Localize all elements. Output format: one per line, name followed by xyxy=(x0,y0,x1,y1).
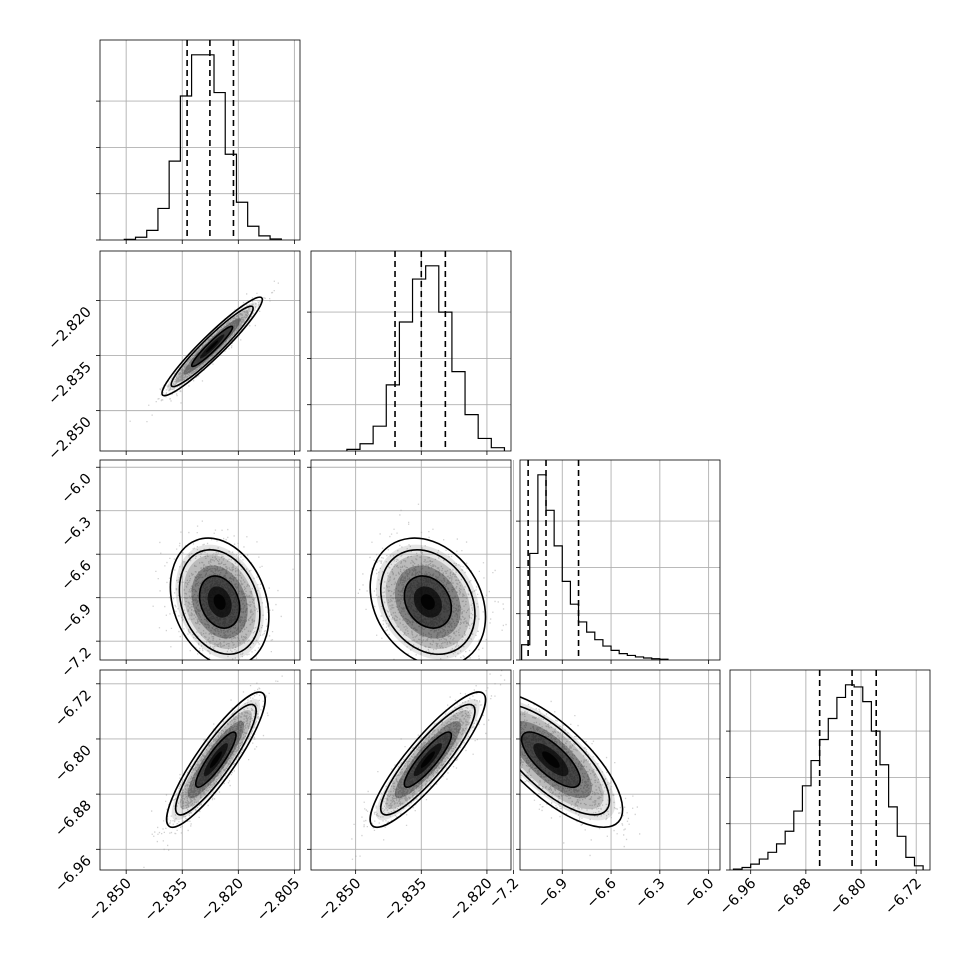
ytick-label-3-3: −6.96 xyxy=(52,853,95,896)
contour-3-0 xyxy=(403,575,453,629)
hist-panel-2 xyxy=(513,459,721,664)
contour-0-0 xyxy=(190,325,234,368)
hist-step-1 xyxy=(346,265,506,451)
contour-2-0 xyxy=(195,731,237,789)
hist-panel-0 xyxy=(96,39,301,244)
scatter-samples-2 xyxy=(143,675,283,868)
ytick-label-2-4: −7.2 xyxy=(59,645,95,681)
xtick-label-1-1: −2.835 xyxy=(381,876,430,925)
density-level-1-5 xyxy=(213,594,226,610)
ytick-label-3-2: −6.88 xyxy=(52,798,95,841)
ytick-label-3-0: −6.72 xyxy=(52,687,95,730)
pair-content-0 xyxy=(129,280,279,423)
hist-frame-0 xyxy=(99,39,301,241)
contour-outer-3 xyxy=(369,537,487,660)
pair-content-3 xyxy=(357,503,507,660)
xtick-label-3-3: −6.72 xyxy=(882,876,925,919)
ytick-label-1-0: −2.850 xyxy=(46,414,95,463)
ytick-label-2-0: −6.0 xyxy=(59,471,95,507)
contour-1-1 xyxy=(178,549,261,656)
contour-outer-4 xyxy=(369,691,487,829)
xtick-label-2-0: −7.2 xyxy=(486,876,522,912)
hist-step-0 xyxy=(123,54,282,240)
ytick-label-2-2: −6.6 xyxy=(59,558,95,594)
xtick-label-3-0: −6.96 xyxy=(717,876,760,919)
xtick-label-0-1: −2.835 xyxy=(142,876,191,925)
ytick-label-1-2: −2.820 xyxy=(46,304,95,353)
hist-frame-3 xyxy=(729,669,931,871)
hist-step-3 xyxy=(732,684,924,870)
contour-4-1 xyxy=(379,703,476,816)
pair-content-2 xyxy=(143,675,283,868)
pair-panel-3-1 xyxy=(307,669,512,874)
pair-panel-3-0 xyxy=(96,669,301,874)
contour-0-1 xyxy=(170,305,254,388)
xtick-label-2-2: −6.6 xyxy=(584,876,620,912)
ytick-label-2-3: −6.9 xyxy=(59,601,95,637)
pair-content-5 xyxy=(520,691,641,857)
density-level-4-5 xyxy=(420,751,435,768)
hist-panel-1 xyxy=(307,250,512,455)
pair-panel-1-0 xyxy=(96,250,301,455)
contour-5-1 xyxy=(520,703,611,816)
hist-frame-2 xyxy=(519,459,721,661)
hist-panel-3 xyxy=(726,669,931,874)
xtick-label-2-3: −6.3 xyxy=(632,876,668,912)
contour-outer-0 xyxy=(161,296,264,397)
contour-4-0 xyxy=(403,731,453,789)
contour-3-1 xyxy=(379,549,476,656)
contour-2-1 xyxy=(174,703,257,816)
contour-5-0 xyxy=(520,731,581,789)
pair-frame-4 xyxy=(310,669,512,871)
xtick-label-2-4: −6.0 xyxy=(681,876,717,912)
pair-content-4 xyxy=(351,670,506,860)
xtick-label-0-0: −2.850 xyxy=(86,876,135,925)
pair-panel-2-1 xyxy=(307,459,512,664)
xtick-label-3-2: −6.80 xyxy=(827,876,870,919)
pair-frame-5 xyxy=(519,669,721,871)
density-level-5-5 xyxy=(542,751,560,768)
ytick-label-1-1: −2.835 xyxy=(46,359,95,408)
contour-outer-2 xyxy=(165,691,266,829)
density-level-3-5 xyxy=(420,594,435,610)
contour-outer-1 xyxy=(169,537,270,660)
pair-frame-1 xyxy=(99,459,301,661)
density-level-2-5 xyxy=(209,751,222,768)
xtick-label-3-1: −6.88 xyxy=(772,876,815,919)
pair-frame-2 xyxy=(99,669,301,871)
pair-panel-3-2 xyxy=(513,669,721,874)
pair-frame-0 xyxy=(99,250,301,452)
ytick-label-3-1: −6.80 xyxy=(52,742,95,785)
pair-panel-2-0 xyxy=(96,459,301,664)
xtick-label-2-1: −6.9 xyxy=(535,876,571,912)
contour-1-0 xyxy=(198,575,241,629)
pair-content-1 xyxy=(152,520,294,660)
ytick-label-2-1: −6.3 xyxy=(59,514,95,550)
density-level-0-5 xyxy=(206,340,219,353)
xtick-label-0-2: −2.820 xyxy=(198,876,247,925)
pair-frame-3 xyxy=(310,459,512,661)
hist-frame-1 xyxy=(310,250,512,452)
contour-outer-5 xyxy=(520,691,624,829)
xtick-label-1-0: −2.850 xyxy=(315,876,364,925)
xtick-label-0-3: −2.805 xyxy=(254,876,303,925)
